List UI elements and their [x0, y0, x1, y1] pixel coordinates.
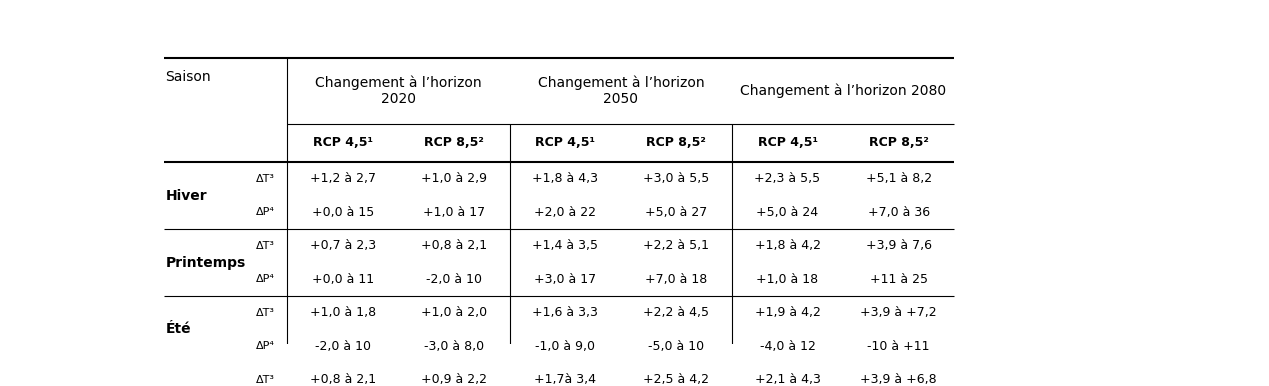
- Text: +11 à 25: +11 à 25: [869, 273, 928, 286]
- Text: RCP 8,5²: RCP 8,5²: [869, 136, 929, 149]
- Text: +3,9 à 7,6: +3,9 à 7,6: [865, 239, 931, 252]
- Text: +5,1 à 8,2: +5,1 à 8,2: [865, 173, 931, 185]
- Text: +1,2 à 2,7: +1,2 à 2,7: [310, 173, 376, 185]
- Text: -2,0 à 10: -2,0 à 10: [426, 273, 482, 286]
- Text: +1,8 à 4,2: +1,8 à 4,2: [755, 239, 821, 252]
- Text: -2,0 à 10: -2,0 à 10: [315, 340, 371, 353]
- Text: +1,7à 3,4: +1,7à 3,4: [534, 373, 596, 386]
- Text: -4,0 à 12: -4,0 à 12: [760, 340, 816, 353]
- Text: +3,0 à 17: +3,0 à 17: [534, 273, 596, 286]
- Text: -3,0 à 8,0: -3,0 à 8,0: [424, 340, 485, 353]
- Text: -10 à +11: -10 à +11: [868, 340, 930, 353]
- Text: RCP 8,5²: RCP 8,5²: [424, 136, 483, 149]
- Text: +3,0 à 5,5: +3,0 à 5,5: [643, 173, 709, 185]
- Text: +1,8 à 4,3: +1,8 à 4,3: [532, 173, 598, 185]
- Text: Été: Été: [165, 322, 192, 337]
- Text: Saison: Saison: [165, 70, 211, 84]
- Text: +0,0 à 15: +0,0 à 15: [312, 206, 374, 219]
- Text: RCP 4,5¹: RCP 4,5¹: [758, 136, 817, 149]
- Text: +3,9 à +7,2: +3,9 à +7,2: [860, 306, 937, 319]
- Text: +1,0 à 2,9: +1,0 à 2,9: [421, 173, 487, 185]
- Text: -1,0 à 9,0: -1,0 à 9,0: [536, 340, 595, 353]
- Text: +0,8 à 2,1: +0,8 à 2,1: [421, 239, 487, 252]
- Text: +5,0 à 24: +5,0 à 24: [756, 206, 819, 219]
- Text: +2,0 à 22: +2,0 à 22: [534, 206, 596, 219]
- Text: Changement à l’horizon
2020: Changement à l’horizon 2020: [315, 76, 482, 106]
- Text: +2,2 à 4,5: +2,2 à 4,5: [643, 306, 709, 319]
- Text: ΔP⁴: ΔP⁴: [256, 341, 275, 351]
- Text: +0,0 à 11: +0,0 à 11: [312, 273, 374, 286]
- Text: RCP 4,5¹: RCP 4,5¹: [536, 136, 595, 149]
- Text: +1,0 à 17: +1,0 à 17: [423, 206, 485, 219]
- Text: Hiver: Hiver: [165, 189, 207, 203]
- Text: Changement à l’horizon 2080: Changement à l’horizon 2080: [740, 84, 947, 98]
- Text: +2,2 à 5,1: +2,2 à 5,1: [643, 239, 709, 252]
- Text: +1,0 à 2,0: +1,0 à 2,0: [421, 306, 487, 319]
- Text: ΔP⁴: ΔP⁴: [256, 274, 275, 284]
- Text: +0,7 à 2,3: +0,7 à 2,3: [310, 239, 376, 252]
- Text: ΔT³: ΔT³: [256, 174, 275, 184]
- Text: +2,1 à 4,3: +2,1 à 4,3: [755, 373, 821, 386]
- Text: ΔP⁴: ΔP⁴: [256, 207, 275, 217]
- Text: +1,0 à 18: +1,0 à 18: [756, 273, 819, 286]
- Text: +7,0 à 18: +7,0 à 18: [646, 273, 708, 286]
- Text: RCP 4,5¹: RCP 4,5¹: [313, 136, 373, 149]
- Text: +2,3 à 5,5: +2,3 à 5,5: [755, 173, 821, 185]
- Text: Printemps: Printemps: [165, 256, 246, 269]
- Text: +3,9 à +6,8: +3,9 à +6,8: [860, 373, 937, 386]
- Text: +2,5 à 4,2: +2,5 à 4,2: [643, 373, 709, 386]
- Text: +1,4 à 3,5: +1,4 à 3,5: [532, 239, 598, 252]
- Text: +1,6 à 3,3: +1,6 à 3,3: [533, 306, 598, 319]
- Text: +7,0 à 36: +7,0 à 36: [868, 206, 930, 219]
- Text: +0,9 à 2,2: +0,9 à 2,2: [421, 373, 487, 386]
- Text: RCP 8,5²: RCP 8,5²: [646, 136, 707, 149]
- Text: +0,8 à 2,1: +0,8 à 2,1: [310, 373, 376, 386]
- Text: -5,0 à 10: -5,0 à 10: [648, 340, 704, 353]
- Text: ΔT³: ΔT³: [256, 241, 275, 251]
- Text: +1,0 à 1,8: +1,0 à 1,8: [310, 306, 376, 319]
- Text: +5,0 à 27: +5,0 à 27: [646, 206, 708, 219]
- Text: ΔT³: ΔT³: [256, 374, 275, 384]
- Text: +1,9 à 4,2: +1,9 à 4,2: [755, 306, 821, 319]
- Text: ΔT³: ΔT³: [256, 308, 275, 318]
- Text: Changement à l’horizon
2050: Changement à l’horizon 2050: [538, 76, 704, 106]
